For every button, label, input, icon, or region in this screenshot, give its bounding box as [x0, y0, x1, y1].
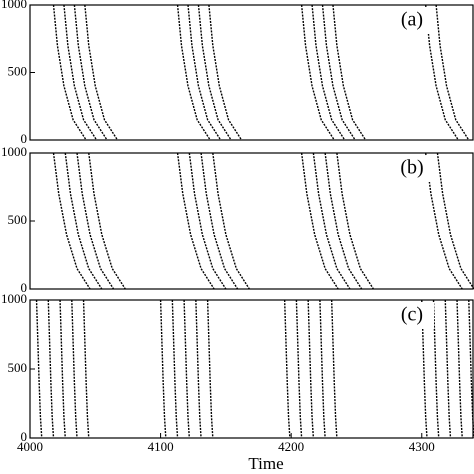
spike-train: [183, 300, 191, 438]
spike-train: [307, 300, 315, 438]
spike-train: [432, 300, 440, 438]
spike-train: [324, 153, 363, 289]
y-tick-label: 500: [8, 360, 28, 375]
panel-label-bg: [392, 8, 434, 34]
y-tick-label: 500: [8, 212, 28, 227]
y-tick-label: 1000: [1, 291, 27, 306]
spike-train: [52, 5, 87, 140]
y-tick-label: 1000: [1, 0, 27, 11]
spike-train: [52, 153, 91, 289]
x-tick-label: 4200: [278, 439, 304, 454]
y-tick-label: 0: [21, 280, 28, 295]
spike-train: [435, 5, 470, 140]
spike-train: [295, 300, 303, 438]
spike-train: [456, 300, 463, 438]
x-tick-label: 4000: [17, 439, 43, 454]
spike-train: [283, 300, 291, 438]
spike-train: [88, 153, 126, 289]
panel-label-bg: [392, 156, 434, 182]
spike-train: [176, 153, 215, 289]
panel-label: (c): [401, 304, 423, 326]
panel: 0 500 1000 4000 4100 4200 4300 (c) Time: [1, 291, 474, 473]
panel: 0 500 1000 (a): [1, 0, 474, 146]
spike-train: [187, 5, 222, 140]
spike-train: [84, 5, 119, 140]
spike-train: [206, 300, 214, 438]
spike-train: [64, 153, 103, 289]
spike-train: [188, 153, 227, 289]
spike-train: [159, 300, 167, 438]
spike-train: [436, 153, 474, 289]
spike-train: [71, 300, 78, 438]
x-axis-label: Time: [248, 454, 283, 473]
spike-train: [311, 5, 346, 140]
spike-train: [208, 5, 243, 140]
y-tick-label: 500: [8, 63, 28, 78]
spike-train: [330, 300, 338, 438]
spike-train: [171, 300, 179, 438]
y-tick-label: 0: [21, 131, 28, 146]
spike-train: [336, 153, 375, 289]
spike-train: [319, 300, 326, 438]
spike-train: [35, 300, 43, 438]
spike-train: [312, 153, 351, 289]
spike-train: [212, 153, 250, 289]
plot-area: [52, 153, 474, 289]
spike-train: [197, 5, 232, 140]
spike-train: [76, 153, 115, 289]
panel-label: (a): [401, 9, 423, 31]
spike-train: [444, 300, 452, 438]
spike-train: [59, 300, 66, 438]
spike-train: [321, 5, 356, 140]
panel-label: (b): [400, 157, 423, 179]
spike-train: [82, 300, 90, 438]
x-tick-label: 4100: [148, 439, 174, 454]
spike-train: [200, 153, 239, 289]
spike-train: [300, 153, 339, 289]
spike-train: [332, 5, 367, 140]
y-tick-label: 1000: [1, 144, 27, 159]
spike-train: [47, 300, 55, 438]
spike-train: [63, 5, 98, 140]
spike-train: [176, 5, 211, 140]
spike-train: [73, 5, 108, 140]
spike-train: [300, 5, 335, 140]
panel-label-bg: [392, 303, 434, 329]
spike-train: [195, 300, 202, 438]
y-tick-label: 0: [21, 429, 28, 444]
x-tick-label: 4300: [409, 439, 435, 454]
panel: 0 500 1000 (b): [1, 144, 474, 295]
